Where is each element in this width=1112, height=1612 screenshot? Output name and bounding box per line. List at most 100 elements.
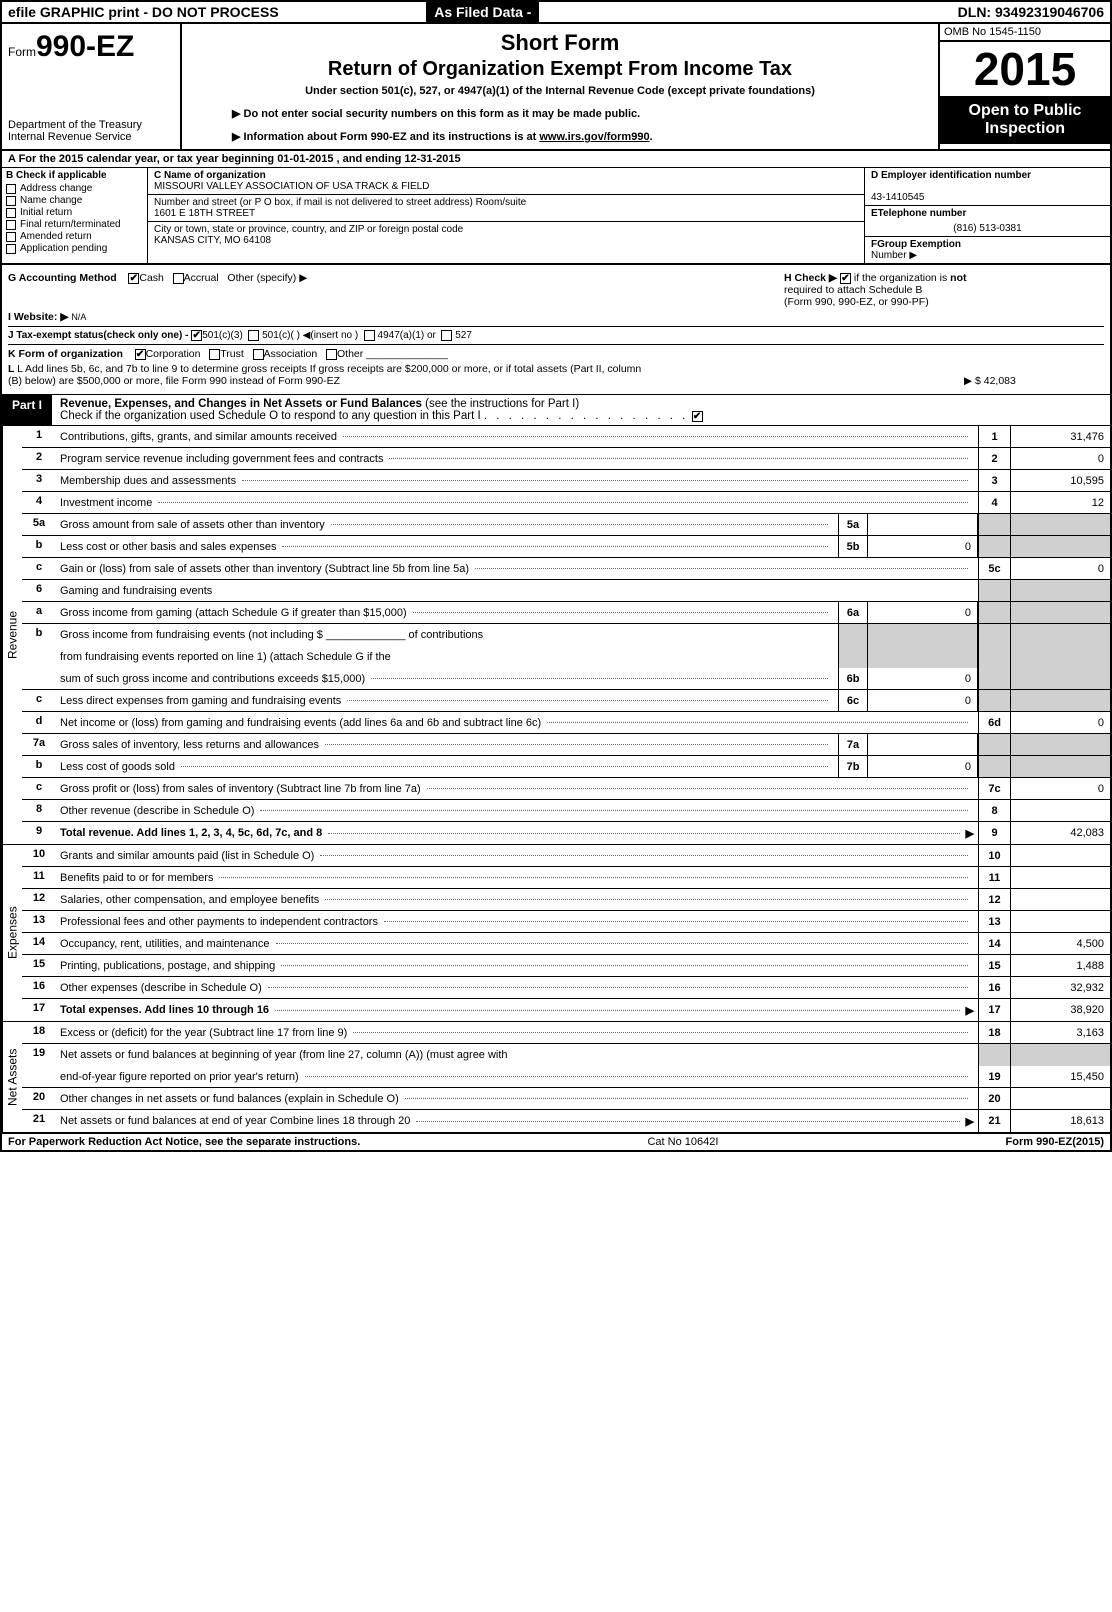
- line-r-num: 12: [978, 889, 1010, 910]
- checkbox-icon[interactable]: [6, 184, 16, 194]
- header: Form990-EZ Department of the Treasury In…: [0, 24, 1112, 151]
- line-num: 9: [22, 822, 56, 844]
- checkbox-accrual[interactable]: [173, 273, 184, 284]
- form-no-big: 990-EZ: [36, 30, 134, 63]
- line-6d: dNet income or (loss) from gaming and fu…: [22, 712, 1110, 734]
- line-r-num: 6d: [978, 712, 1010, 733]
- expenses-lines: 10Grants and similar amounts paid (list …: [22, 845, 1110, 1021]
- line-16: 16Other expenses (describe in Schedule O…: [22, 977, 1110, 999]
- header-right: OMB No 1545-1150 2015 Open to Public Ins…: [940, 24, 1110, 149]
- line-num: b: [22, 624, 56, 646]
- line-r-val: [1010, 734, 1110, 755]
- line-h: H Check ▶ ✔ if the organization is not r…: [784, 272, 1104, 308]
- h3: required to attach Schedule B: [784, 284, 922, 296]
- d-ein-val: 43-1410545: [871, 192, 924, 203]
- h4: (Form 990, 990-EZ, or 990-PF): [784, 296, 929, 308]
- line-num: 6: [22, 580, 56, 601]
- line-r-num: 15: [978, 955, 1010, 976]
- checkbox-line: Address change: [6, 183, 143, 194]
- col-b: B Check if applicable Address changeName…: [2, 168, 148, 263]
- part1-title-r: (see the instructions for Part I): [422, 398, 579, 410]
- checkbox-part1[interactable]: ✔: [692, 411, 703, 422]
- checkbox-icon[interactable]: [6, 208, 16, 218]
- line-desc: Program service revenue including govern…: [56, 448, 978, 469]
- checkbox-cash[interactable]: ✔: [128, 273, 139, 284]
- checkbox-j3[interactable]: [364, 330, 375, 341]
- line-mid-val: 0: [868, 668, 978, 689]
- line-num: 13: [22, 911, 56, 932]
- checkbox-icon[interactable]: [6, 220, 16, 230]
- k1: Corporation: [146, 348, 201, 360]
- line-r-num: [978, 734, 1010, 755]
- topbar-left: efile GRAPHIC print - DO NOT PROCESS: [2, 2, 426, 22]
- netassets-lines: 18Excess or (deficit) for the year (Subt…: [22, 1022, 1110, 1132]
- checkbox-label: Final return/terminated: [20, 219, 121, 230]
- d-grp2: Number ▶: [871, 250, 917, 261]
- expenses-section: Expenses 10Grants and similar amounts pa…: [0, 844, 1112, 1021]
- line-num: 3: [22, 470, 56, 491]
- line-17: 17Total expenses. Add lines 10 through 1…: [22, 999, 1110, 1021]
- line-r-num: [978, 514, 1010, 535]
- line-r-num: [978, 580, 1010, 601]
- c-name-lbl: C Name of organization: [154, 170, 266, 181]
- checkbox-j1[interactable]: ✔: [191, 330, 202, 341]
- line-desc: Excess or (deficit) for the year (Subtra…: [56, 1022, 978, 1043]
- line-num: 10: [22, 845, 56, 866]
- col-b-header: B Check if applicable: [6, 170, 143, 181]
- checkbox-line: Application pending: [6, 243, 143, 254]
- line-r-val: [1010, 514, 1110, 535]
- line-9: 9Total revenue. Add lines 1, 2, 3, 4, 5c…: [22, 822, 1110, 844]
- d-ein: D Employer identification number 43-1410…: [865, 168, 1110, 206]
- note2-link[interactable]: www.irs.gov/form990: [539, 131, 649, 143]
- checkbox-k1[interactable]: ✔: [135, 349, 146, 360]
- line-r-val: 15,450: [1010, 1066, 1110, 1087]
- d-tel: ETelephone number (816) 513-0381: [865, 206, 1110, 237]
- dept: Department of the Treasury Internal Reve…: [8, 119, 174, 143]
- line-num: 14: [22, 933, 56, 954]
- footer: For Paperwork Reduction Act Notice, see …: [0, 1133, 1112, 1152]
- checkbox-j4[interactable]: [441, 330, 452, 341]
- col-d: D Employer identification number 43-1410…: [864, 168, 1110, 263]
- line-5a: 5aGross amount from sale of assets other…: [22, 514, 1110, 536]
- row-a: A For the 2015 calendar year, or tax yea…: [0, 151, 1112, 168]
- checkbox-j2[interactable]: [248, 330, 259, 341]
- line-r-num: [978, 668, 1010, 689]
- line-num: c: [22, 690, 56, 711]
- footer-l: For Paperwork Reduction Act Notice, see …: [8, 1136, 360, 1148]
- line-desc: from fundraising events reported on line…: [56, 646, 838, 668]
- k-label: K Form of organization: [8, 348, 123, 360]
- line-r-num: 2: [978, 448, 1010, 469]
- line-r-val: 3,163: [1010, 1022, 1110, 1043]
- line-desc: Gain or (loss) from sale of assets other…: [56, 558, 978, 579]
- line-19b: end-of-year figure reported on prior yea…: [22, 1066, 1110, 1088]
- line-num: d: [22, 712, 56, 733]
- checkbox-icon[interactable]: [6, 232, 16, 242]
- line-i: I Website: ▶ N/A: [8, 311, 1104, 327]
- checkbox-h[interactable]: ✔: [840, 273, 851, 284]
- checkbox-icon[interactable]: [6, 196, 16, 206]
- checkbox-label: Amended return: [20, 231, 92, 242]
- line-r-num: 7c: [978, 778, 1010, 799]
- checkbox-k4[interactable]: [326, 349, 337, 360]
- line-r-num: [978, 756, 1010, 777]
- inspect1: Open to Public: [944, 102, 1106, 120]
- line-g: G Accounting Method ✔Cash Accrual Other …: [8, 272, 784, 308]
- line-r-num: 17: [978, 999, 1010, 1021]
- checkbox-icon[interactable]: [6, 244, 16, 254]
- line-desc: Grants and similar amounts paid (list in…: [56, 845, 978, 866]
- line-3: 3Membership dues and assessments310,595: [22, 470, 1110, 492]
- checkbox-k3[interactable]: [253, 349, 264, 360]
- checkbox-k2[interactable]: [209, 349, 220, 360]
- topbar: efile GRAPHIC print - DO NOT PROCESS As …: [0, 0, 1112, 24]
- line-mid-num: 6b: [838, 668, 868, 689]
- line-r-val: [1010, 845, 1110, 866]
- line-r-num: 3: [978, 470, 1010, 491]
- c-city-lbl: City or town, state or province, country…: [154, 224, 463, 235]
- line-r-val: [1010, 580, 1110, 601]
- line-10: 10Grants and similar amounts paid (list …: [22, 845, 1110, 867]
- line-desc: Gross income from gaming (attach Schedul…: [56, 602, 838, 623]
- line-num: b: [22, 756, 56, 777]
- line-desc: Contributions, gifts, grants, and simila…: [56, 426, 978, 447]
- line-mid-val: 0: [868, 536, 978, 557]
- line-11: 11Benefits paid to or for members11: [22, 867, 1110, 889]
